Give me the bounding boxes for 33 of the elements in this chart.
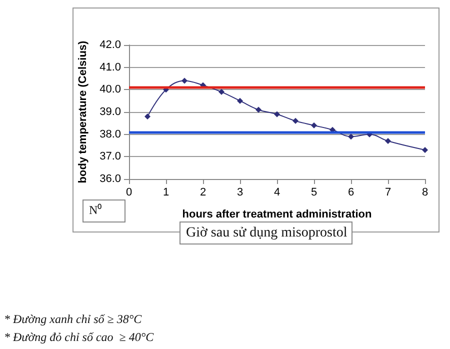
point <box>218 88 224 95</box>
point <box>256 106 262 113</box>
x-axis-title: hours after treatment administration <box>182 208 372 220</box>
point <box>274 111 280 118</box>
y-tick-label: 42.0 <box>100 39 121 51</box>
text: Giờ sau sử dụng misoprostol <box>186 226 348 240</box>
x-tick-label: 1 <box>162 186 170 198</box>
x-tick-label: 0 <box>126 186 132 198</box>
point <box>144 113 150 120</box>
y-axis-title: body temperature (Celsius) <box>77 40 90 184</box>
x-tick-label: 4 <box>274 186 280 198</box>
text: * Đường xanh chỉ số ≥ 38°C <box>4 312 143 326</box>
y-tick-label: 38.0 <box>100 128 121 140</box>
x-tick-label: 7 <box>384 186 392 198</box>
x-tick-label: 3 <box>236 186 244 198</box>
point <box>182 78 188 84</box>
x-tick-label: 2 <box>200 186 206 198</box>
text: N⁰ <box>89 203 102 217</box>
point <box>237 98 243 104</box>
point <box>292 118 298 124</box>
y-tick-label: 37.0 <box>100 150 121 163</box>
x-tick-label: 6 <box>348 186 354 198</box>
point <box>422 146 428 153</box>
y-tick-label: 41.0 <box>100 61 121 74</box>
point <box>348 134 354 140</box>
point <box>385 138 391 144</box>
x-tick-label: 8 <box>422 186 428 198</box>
text: * Đường đỏ chỉ số cao ≥ 40°C <box>4 330 155 344</box>
y-tick-label: 39.0 <box>100 106 121 118</box>
x-tick-label: 5 <box>310 186 318 198</box>
y-tick-label: 36.0 <box>100 173 121 185</box>
point <box>311 122 317 128</box>
y-tick-label: 40.0 <box>100 84 121 96</box>
